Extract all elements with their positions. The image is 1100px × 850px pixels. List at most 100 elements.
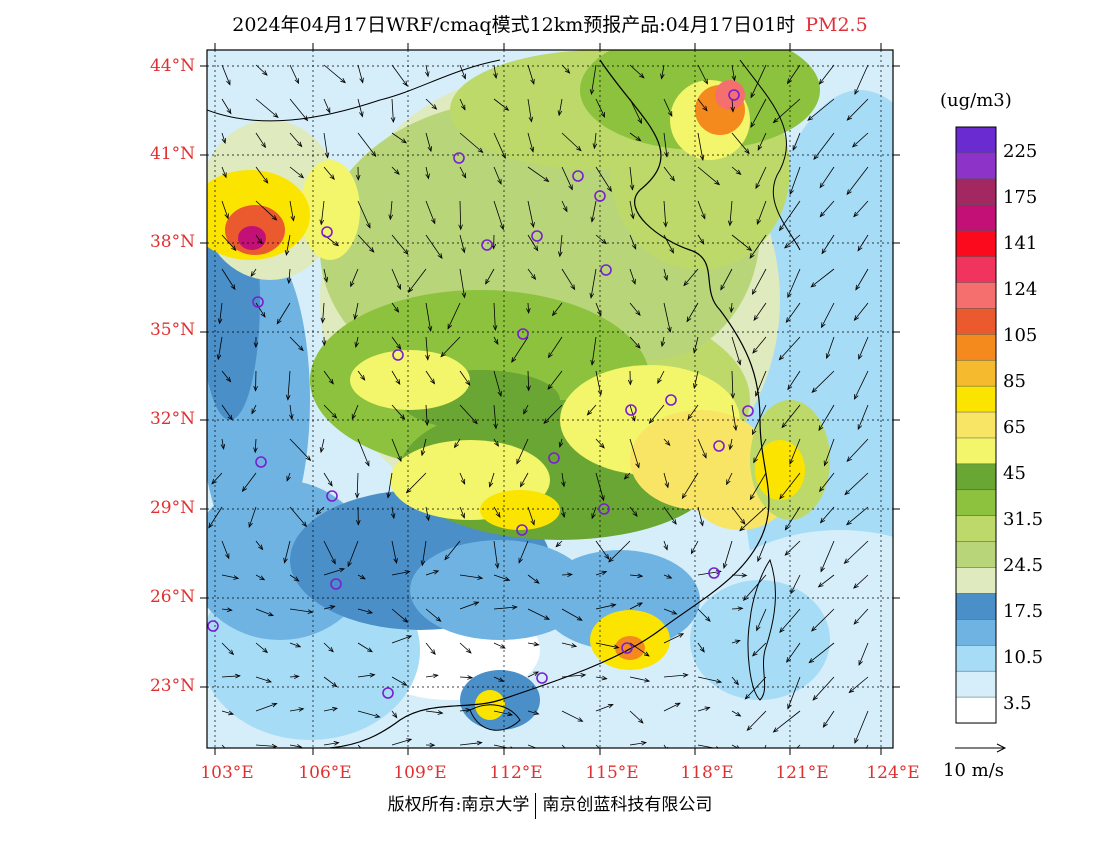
colorbar-label-124: 124 <box>1003 279 1038 300</box>
colorbar-label-65: 65 <box>1003 417 1026 438</box>
station-marker <box>600 264 612 276</box>
island-outline <box>747 558 776 701</box>
station-marker <box>516 524 528 536</box>
station-marker <box>453 152 465 164</box>
island-outline <box>469 704 521 731</box>
lon-label-118: 118°E <box>680 763 734 783</box>
station-marker <box>207 620 219 632</box>
station-marker <box>594 190 606 202</box>
colorbar-unit: (ug/m3) <box>940 90 1012 111</box>
lon-label-112: 112°E <box>489 763 543 783</box>
plot-frame <box>206 49 894 749</box>
colorbar-frame <box>955 126 997 724</box>
lat-label-38: 38°N <box>149 232 195 252</box>
colorbar-swatch <box>955 334 997 361</box>
station-marker <box>255 456 267 468</box>
station-marker <box>598 503 610 515</box>
colorbar <box>955 126 997 724</box>
colorbar-label-10-5: 10.5 <box>1003 647 1044 668</box>
colorbar-swatch <box>955 593 997 620</box>
station-marker <box>326 490 338 502</box>
map-title: 2024年04月17日WRF/cmaq模式12km预报产品:04月17日01时 P… <box>0 10 1100 37</box>
colorbar-swatch <box>955 437 997 465</box>
colorbar-swatch <box>955 411 997 439</box>
wind-vectors <box>208 64 869 748</box>
lon-label-103: 103°E <box>200 763 254 783</box>
colorbar-swatch <box>955 645 997 672</box>
station-marker <box>481 239 493 251</box>
station-marker <box>392 349 404 361</box>
footer: 版权所有:南京大学 南京创蓝科技有限公司 <box>0 790 1100 819</box>
station-marker <box>252 296 264 308</box>
colorbar-swatch <box>955 126 997 154</box>
lat-label-29: 29°N <box>149 498 195 518</box>
station-marker <box>321 226 333 238</box>
station-marker <box>330 578 342 590</box>
station-marker <box>621 642 633 654</box>
title-main: 2024年04月17日WRF/cmaq模式12km预报产品:04月17日01时 <box>232 14 796 36</box>
lat-label-35: 35°N <box>149 320 195 340</box>
station-marker <box>572 170 584 182</box>
station-marker <box>382 687 394 699</box>
colorbar-swatch <box>955 567 997 594</box>
colorbar-swatch <box>955 541 997 569</box>
lon-label-124: 124°E <box>866 763 920 783</box>
lat-label-44: 44°N <box>149 56 195 76</box>
colorbar-swatch <box>955 256 997 284</box>
colorbar-swatch <box>955 204 997 232</box>
northern-border <box>207 59 501 122</box>
colorbar-label-225: 225 <box>1003 141 1038 162</box>
station-marker <box>517 328 529 340</box>
lon-label-121: 121°E <box>775 763 829 783</box>
station-marker <box>713 440 725 452</box>
colorbar-label-85: 85 <box>1003 371 1026 392</box>
colorbar-label-17-5: 17.5 <box>1003 601 1044 622</box>
colorbar-swatch <box>955 489 997 517</box>
station-marker <box>708 567 720 579</box>
pm25-field <box>207 50 893 748</box>
colorbar-label-31-5: 31.5 <box>1003 509 1044 530</box>
colorbar-label-105: 105 <box>1003 325 1038 346</box>
colorbar-swatch <box>955 178 997 206</box>
graticule <box>207 50 893 748</box>
station-marker <box>625 404 637 416</box>
colorbar-swatch <box>955 515 997 543</box>
station-marker <box>548 452 560 464</box>
city-stations <box>207 89 754 699</box>
lat-label-26: 26°N <box>149 587 195 607</box>
footer-separator <box>535 792 537 819</box>
colorbar-swatch <box>955 359 997 387</box>
colorbar-swatch <box>955 308 997 335</box>
station-marker <box>742 405 754 417</box>
colorbar-swatch <box>955 696 997 724</box>
colorbar-swatch <box>955 282 997 309</box>
lat-label-41: 41°N <box>149 144 195 164</box>
wind-scale-label: 10 m/s <box>943 760 1004 781</box>
colorbar-label-175: 175 <box>1003 187 1038 208</box>
colorbar-label-24-5: 24.5 <box>1003 555 1044 576</box>
coastline <box>329 59 770 748</box>
title-species: PM2.5 <box>805 14 868 36</box>
lon-label-106: 106°E <box>298 763 352 783</box>
border-line <box>739 59 801 251</box>
footer-company: 南京创蓝科技有限公司 <box>542 795 713 815</box>
station-marker <box>531 230 543 242</box>
footer-copyright: 版权所有:南京大学 <box>387 795 530 815</box>
colorbar-label-3-5: 3.5 <box>1003 693 1032 714</box>
station-marker <box>728 89 740 101</box>
colorbar-swatch <box>955 463 997 491</box>
lon-label-109: 109°E <box>393 763 447 783</box>
wind-scale-arrowhead <box>996 743 1007 753</box>
colorbar-label-141: 141 <box>1003 233 1038 254</box>
lat-label-23: 23°N <box>149 676 195 696</box>
station-marker <box>665 394 677 406</box>
colorbar-swatch <box>955 152 997 180</box>
colorbar-label-45: 45 <box>1003 463 1026 484</box>
station-marker <box>536 672 548 684</box>
lat-label-32: 32°N <box>149 409 195 429</box>
colorbar-swatch <box>955 385 997 413</box>
colorbar-swatch <box>955 230 997 258</box>
colorbar-swatch <box>955 670 997 698</box>
colorbar-swatch <box>955 619 997 646</box>
